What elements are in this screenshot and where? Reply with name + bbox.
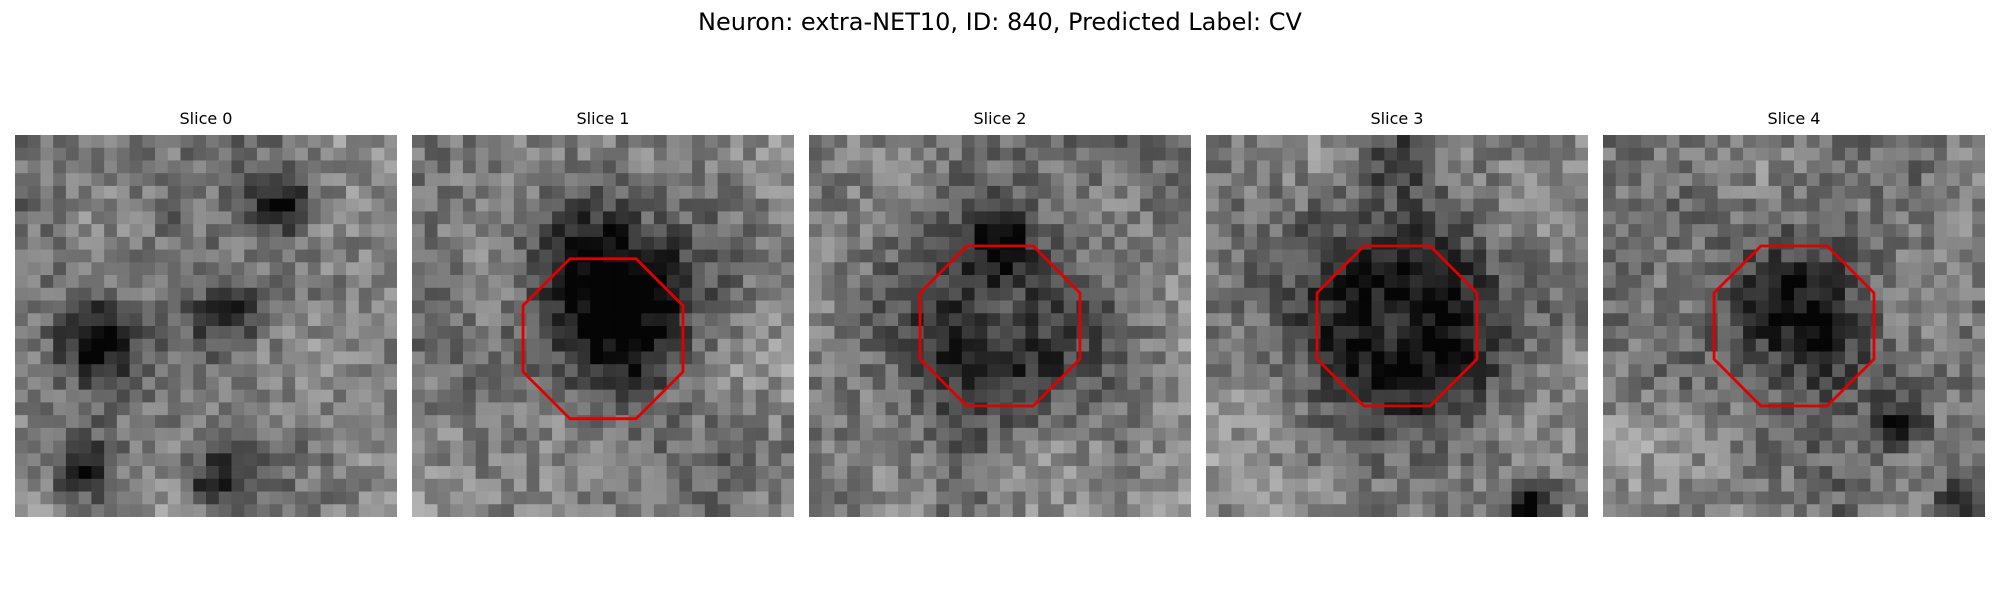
slice-image bbox=[15, 135, 397, 517]
figure-title: Neuron: extra-NET10, ID: 840, Predicted … bbox=[698, 8, 1302, 36]
roi-octagon-outline bbox=[1712, 244, 1876, 408]
roi-octagon-outline bbox=[918, 244, 1082, 408]
roi-octagon-outline bbox=[1315, 244, 1479, 408]
slice-panel-0: Slice 0 bbox=[15, 108, 397, 520]
slice-image bbox=[809, 135, 1191, 517]
slice-title: Slice 2 bbox=[973, 109, 1027, 128]
slice-panel-4: Slice 4 bbox=[1603, 108, 1985, 520]
slice-image bbox=[1603, 135, 1985, 517]
slice-image bbox=[412, 135, 794, 517]
slice-image bbox=[1206, 135, 1588, 517]
slice-panel-1: Slice 1 bbox=[412, 108, 794, 520]
slice-panel-3: Slice 3 bbox=[1206, 108, 1588, 520]
slice-title: Slice 0 bbox=[179, 109, 233, 128]
slice-title: Slice 4 bbox=[1767, 109, 1821, 128]
slice-title: Slice 1 bbox=[576, 109, 630, 128]
roi-octagon-outline bbox=[521, 257, 685, 421]
slice-title: Slice 3 bbox=[1370, 109, 1424, 128]
slice-panel-2: Slice 2 bbox=[809, 108, 1191, 520]
